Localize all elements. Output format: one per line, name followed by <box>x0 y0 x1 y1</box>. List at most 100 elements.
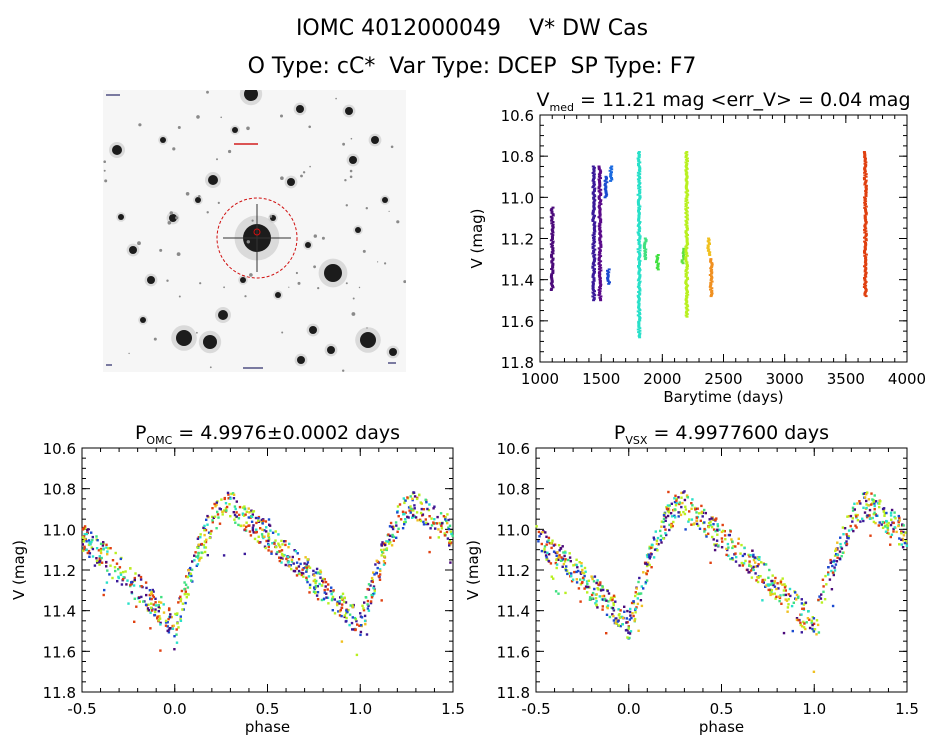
data-point <box>175 633 178 636</box>
data-point <box>591 286 595 289</box>
data-point <box>554 551 557 555</box>
data-point <box>184 601 187 605</box>
data-point <box>404 520 407 524</box>
data-point <box>686 227 689 230</box>
data-point <box>636 231 640 234</box>
data-point <box>314 591 317 594</box>
data-point <box>637 258 641 261</box>
data-point <box>667 511 671 514</box>
data-point <box>150 591 153 595</box>
data-point <box>784 584 787 588</box>
data-point <box>773 585 777 588</box>
data-point <box>765 584 768 587</box>
data-point <box>282 540 286 543</box>
data-point <box>636 201 640 204</box>
data-point <box>593 290 596 293</box>
data-point <box>601 605 604 608</box>
data-point <box>592 292 596 295</box>
data-point <box>636 310 640 313</box>
data-point <box>827 571 830 574</box>
data-point <box>375 559 378 562</box>
data-point <box>297 558 301 561</box>
data-point <box>449 543 452 546</box>
data-point <box>685 153 689 156</box>
faint-star <box>280 176 284 180</box>
faint-star <box>390 145 394 149</box>
data-point <box>647 561 650 564</box>
data-point <box>646 555 649 559</box>
data-point <box>709 524 712 527</box>
data-point <box>731 540 734 543</box>
data-point <box>450 532 453 535</box>
faint-star <box>244 295 247 298</box>
data-point <box>277 533 280 536</box>
data-point <box>778 595 781 598</box>
data-point <box>707 252 711 255</box>
data-point <box>708 251 712 254</box>
data-point <box>551 223 555 226</box>
data-point <box>664 532 667 535</box>
data-point <box>396 511 399 514</box>
data-point <box>756 580 760 584</box>
data-point <box>225 509 228 512</box>
data-point <box>711 535 714 539</box>
data-point <box>900 543 903 546</box>
data-point <box>769 591 772 595</box>
data-point <box>572 564 575 567</box>
data-point <box>162 611 166 614</box>
data-point <box>886 524 890 528</box>
data-point <box>843 527 847 530</box>
data-point <box>682 510 685 514</box>
data-point <box>616 620 620 623</box>
data-point <box>432 507 435 510</box>
data-point <box>225 505 229 509</box>
data-point <box>407 506 411 509</box>
data-point <box>598 290 602 293</box>
data-point <box>855 526 858 529</box>
data-point <box>388 534 392 537</box>
data-point <box>316 571 320 574</box>
data-point <box>812 670 816 673</box>
data-point <box>188 572 191 575</box>
target-center-marker <box>253 228 261 236</box>
data-point <box>305 563 309 566</box>
data-point <box>636 294 640 297</box>
data-point <box>740 543 743 547</box>
data-point <box>121 578 125 581</box>
data-point <box>598 223 602 226</box>
data-point <box>863 183 867 186</box>
data-point <box>892 527 895 531</box>
data-point <box>685 180 689 183</box>
data-point <box>686 278 690 281</box>
data-point <box>598 174 602 177</box>
data-point <box>591 577 594 581</box>
data-point <box>273 542 276 545</box>
data-point <box>685 199 689 201</box>
data-point <box>371 594 374 598</box>
data-point <box>551 213 555 216</box>
data-point <box>592 223 596 226</box>
data-point <box>149 627 152 630</box>
data-point <box>260 533 264 536</box>
data-point <box>210 529 213 533</box>
data-point <box>551 227 555 230</box>
data-point <box>865 493 868 496</box>
star <box>297 356 305 364</box>
data-point <box>580 562 583 565</box>
data-point <box>845 540 848 543</box>
data-point <box>147 603 150 606</box>
data-point <box>638 329 642 332</box>
data-point <box>889 543 892 546</box>
data-point <box>863 236 866 239</box>
data-point <box>696 507 699 510</box>
target-label-mark <box>234 143 258 145</box>
data-point <box>275 552 278 556</box>
data-point <box>882 507 886 510</box>
data-point <box>187 593 190 596</box>
data-point <box>550 235 554 238</box>
data-point <box>638 280 642 283</box>
data-point <box>83 538 86 541</box>
data-point <box>755 579 758 582</box>
data-point <box>713 518 716 521</box>
data-point <box>396 530 399 533</box>
